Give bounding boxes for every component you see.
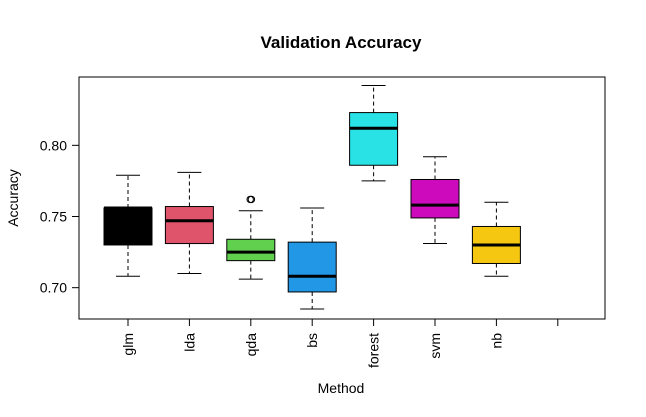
box-iqr — [164, 206, 214, 245]
box-bs — [287, 207, 337, 310]
x-tick-label: svm — [427, 333, 443, 359]
y-tick-label: 0.75 — [40, 209, 67, 225]
box-iqr — [287, 241, 337, 293]
box-svm — [410, 156, 460, 245]
chart-title: Validation Accuracy — [261, 33, 422, 52]
box-qda — [226, 195, 276, 280]
y-tick-label: 0.80 — [40, 137, 67, 153]
x-tick-label: bs — [304, 333, 320, 348]
x-tick-label: lda — [181, 333, 197, 352]
y-axis-label: Accuracy — [5, 169, 21, 227]
box-glm — [103, 174, 153, 277]
x-tick-label: qda — [243, 333, 259, 357]
x-tick-label: glm — [120, 333, 136, 356]
box-iqr — [410, 178, 460, 219]
x-tick-label: forest — [366, 333, 382, 368]
outlier-point — [247, 195, 256, 204]
box-lda — [164, 171, 214, 274]
box-iqr — [349, 112, 399, 166]
boxes — [103, 85, 521, 310]
box-forest — [349, 85, 399, 182]
x-axis: glm lda qda bs forest svm nb — [120, 318, 559, 368]
y-tick-label: 0.70 — [40, 280, 67, 296]
box-nb — [471, 201, 521, 277]
y-axis: 0.70 0.75 0.80 — [40, 137, 80, 296]
box-iqr — [103, 207, 153, 246]
x-axis-label: Method — [318, 380, 365, 396]
plot-frame — [78, 76, 606, 320]
box-iqr — [226, 238, 276, 262]
x-tick-label: nb — [488, 333, 504, 349]
